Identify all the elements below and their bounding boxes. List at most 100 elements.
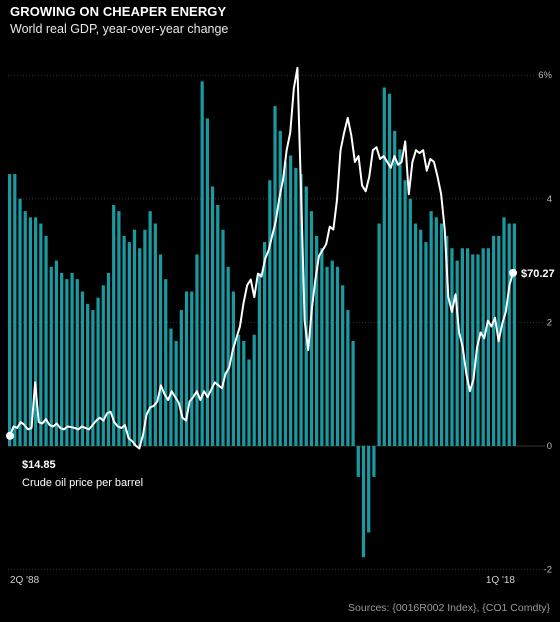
chart-title: GROWING ON CHEAPER ENERGY xyxy=(10,4,227,19)
gdp-bar xyxy=(465,248,470,446)
gdp-bar xyxy=(91,310,95,446)
gdp-bar xyxy=(132,229,137,446)
gdp-bar xyxy=(44,235,48,446)
gdp-bar xyxy=(304,186,308,446)
oil-end-point xyxy=(509,268,517,277)
gdp-bar xyxy=(169,328,173,446)
gdp-bar xyxy=(8,174,12,446)
gdp-bar xyxy=(283,161,288,446)
gdp-bar xyxy=(70,272,74,446)
gdp-bar xyxy=(101,285,105,446)
gdp-bar xyxy=(330,260,334,446)
gdp-bar xyxy=(257,272,262,446)
gdp-bar xyxy=(299,174,303,446)
y-tick-label: 0 xyxy=(547,441,552,452)
gdp-bar xyxy=(335,266,340,446)
gdp-bar xyxy=(190,291,194,446)
gdp-bar xyxy=(112,204,116,446)
oil-price-line xyxy=(9,66,514,450)
gdp-bar xyxy=(236,334,241,446)
gdp-bar xyxy=(117,211,121,446)
gdp-bar xyxy=(13,174,17,446)
gdp-bar xyxy=(153,223,157,446)
gdp-bar xyxy=(367,446,371,533)
gdp-bar xyxy=(231,291,236,446)
oil-start-point xyxy=(6,431,14,440)
gdp-bar xyxy=(289,155,293,447)
gdp-bar xyxy=(481,248,485,446)
gdp-bar xyxy=(39,223,43,446)
oil-series-label: Crude oil price per barrel xyxy=(22,477,143,489)
gdp-bar xyxy=(450,248,454,446)
y-tick-label: 4 xyxy=(547,194,552,205)
x-end-label: 1Q '18 xyxy=(486,575,516,586)
gdp-bar xyxy=(320,248,324,446)
gdp-bar xyxy=(403,180,407,446)
gdp-bar xyxy=(164,279,168,446)
gdp-bar xyxy=(75,279,79,446)
y-tick-label: 2 xyxy=(547,317,552,328)
gdp-bar xyxy=(60,272,64,446)
gdp-bar xyxy=(434,217,438,446)
oil-start-label: $14.85 xyxy=(22,459,56,471)
gdp-bar xyxy=(356,446,360,477)
gdp-bar xyxy=(65,279,69,446)
gdp-bar xyxy=(216,204,220,446)
gdp-bar xyxy=(346,310,350,446)
gdp-bar xyxy=(419,229,423,446)
gdp-bar xyxy=(361,446,366,558)
gdp-bar xyxy=(158,254,163,446)
gdp-bar xyxy=(96,297,100,446)
gdp-bar xyxy=(18,198,22,446)
gdp-bar xyxy=(278,130,282,446)
gdp-bar xyxy=(184,291,189,446)
gdp-bar xyxy=(382,87,386,446)
gdp-bar xyxy=(439,223,444,446)
gdp-bar xyxy=(507,223,511,446)
gdp-bar xyxy=(325,266,329,446)
gdp-bar xyxy=(179,310,183,446)
source-note: Sources: {0016R002 Index}, {CO1 Comdty} xyxy=(348,602,550,614)
gdp-bar xyxy=(273,106,277,446)
gdp-bar xyxy=(398,149,402,447)
gdp-bar xyxy=(424,242,428,446)
gdp-bar xyxy=(23,211,27,446)
gdp-bar xyxy=(127,242,131,446)
gdp-bar xyxy=(174,340,178,446)
x-start-label: 2Q '88 xyxy=(10,575,40,586)
gdp-bar xyxy=(387,93,392,447)
gdp-bar xyxy=(80,291,85,446)
gdp-bar xyxy=(445,235,449,446)
gdp-bar xyxy=(413,223,418,446)
gdp-bar xyxy=(28,217,33,446)
gdp-bar xyxy=(205,118,209,447)
gdp-bar xyxy=(268,180,272,446)
gdp-bar xyxy=(210,186,215,446)
gdp-bar xyxy=(372,446,376,477)
gdp-bar xyxy=(143,229,147,446)
gdp-bar xyxy=(138,248,142,446)
gdp-bar xyxy=(491,235,496,446)
gdp-bar xyxy=(309,211,314,446)
gdp-bar xyxy=(351,340,355,446)
gdp-bar xyxy=(502,217,506,446)
gdp-bar xyxy=(486,248,491,446)
gdp-bar xyxy=(377,223,381,446)
oil-end-label: $70.27 xyxy=(521,268,555,280)
gdp-bar xyxy=(263,242,267,446)
gdp-bar xyxy=(408,198,412,446)
gdp-bar xyxy=(106,272,111,446)
gdp-bar xyxy=(247,359,251,446)
gdp-bar xyxy=(341,285,345,446)
gdp-bar xyxy=(242,340,246,446)
gdp-bar xyxy=(34,217,38,446)
gdp-bar xyxy=(86,303,90,446)
gdp-bar xyxy=(122,235,126,446)
chart-subtitle: World real GDP, year-over-year change xyxy=(10,22,229,36)
gdp-bar xyxy=(195,254,199,446)
gdp-bar xyxy=(315,235,319,446)
gdp-bar xyxy=(49,266,53,446)
gdp-bar xyxy=(512,223,517,446)
gdp-bar xyxy=(455,260,459,446)
gdp-bar xyxy=(221,229,225,446)
